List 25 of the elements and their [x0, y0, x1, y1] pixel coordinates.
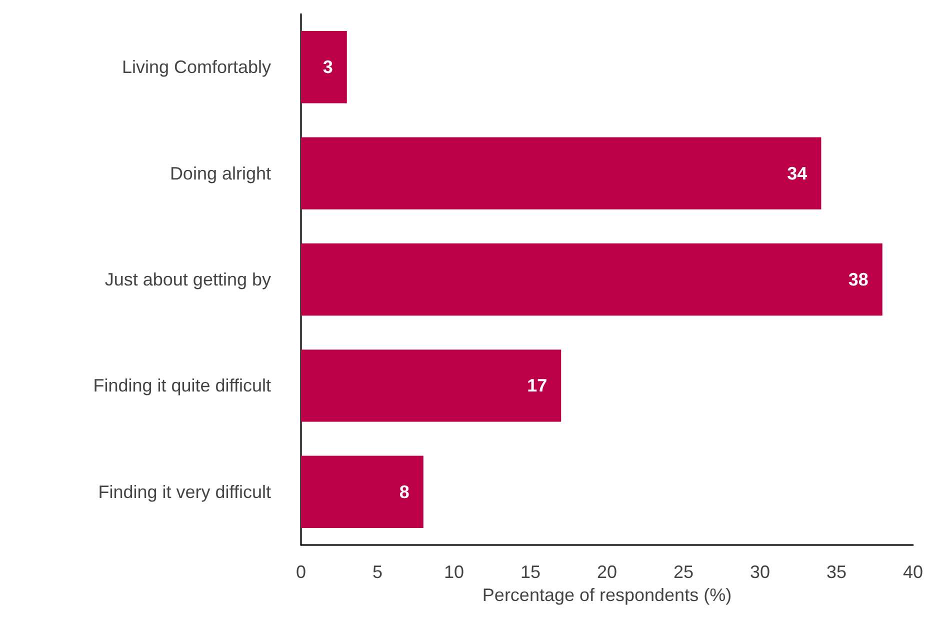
bar	[301, 350, 562, 422]
x-tick-label: 5	[372, 562, 383, 582]
x-tick-label: 35	[826, 562, 847, 582]
data-label: 8	[399, 482, 410, 502]
x-tick-label: 0	[296, 562, 306, 582]
bar	[301, 243, 882, 316]
y-tick-label: Finding it quite difficult	[93, 376, 271, 396]
y-tick-label: Doing alright	[170, 163, 271, 184]
bar	[301, 137, 822, 210]
y-tick-label: Just about getting by	[104, 270, 271, 290]
bar	[301, 30, 347, 104]
x-tick-label: 20	[596, 562, 618, 582]
bar	[301, 456, 424, 528]
x-tick-label: 10	[444, 562, 464, 582]
data-label: 38	[848, 270, 868, 290]
data-label: 17	[527, 376, 548, 396]
y-tick-label: Finding it very difficult	[98, 482, 271, 502]
x-axis-title: Percentage of respondents (%)	[482, 584, 732, 605]
data-label: 34	[787, 163, 808, 184]
data-label: 3	[322, 57, 333, 78]
x-tick-label: 25	[673, 562, 694, 582]
y-tick-label: Living Comfortably	[122, 57, 271, 78]
x-tick-label: 40	[902, 562, 924, 582]
x-tick-label: 15	[520, 562, 541, 582]
x-tick-label: 30	[750, 562, 770, 582]
